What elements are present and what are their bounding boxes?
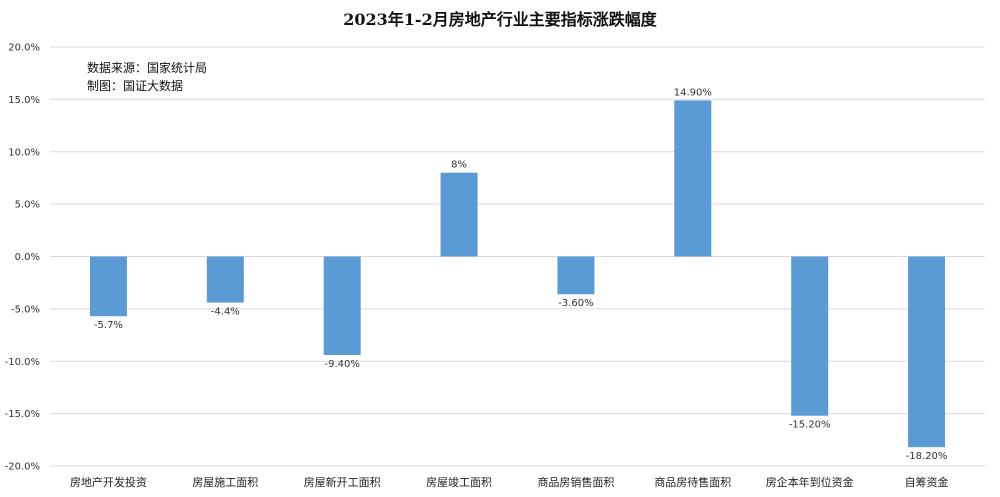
source-note: 数据来源：国家统计局 bbox=[87, 60, 207, 75]
bar bbox=[791, 256, 829, 416]
data-label: -15.20% bbox=[789, 420, 831, 431]
y-axis-ticks: 20.0% 15.0% 10.0% 5.0% 0.0% -5.0% -10.0% -15.0%… bbox=[5, 43, 40, 473]
category-label: 商品房销售面积 bbox=[537, 475, 614, 489]
y-tick-label: 10.0% bbox=[8, 147, 40, 158]
credit-note: 制图：国证大数据 bbox=[87, 78, 183, 93]
bar bbox=[674, 100, 712, 257]
data-label: -18.20% bbox=[906, 451, 948, 462]
bars bbox=[89, 100, 946, 448]
category-label: 自筹资金 bbox=[905, 475, 949, 489]
y-tick-label: 20.0% bbox=[8, 43, 40, 54]
category-label: 房地产开发投资 bbox=[70, 475, 147, 489]
y-tick-label: -5.0% bbox=[11, 304, 40, 315]
y-tick-label: -15.0% bbox=[5, 409, 40, 420]
bar bbox=[89, 256, 127, 317]
data-label: -5.7% bbox=[94, 320, 123, 331]
y-tick-label: 0.0% bbox=[15, 252, 40, 263]
category-label: 房屋施工面积 bbox=[192, 476, 258, 489]
bar bbox=[557, 256, 595, 295]
gridlines bbox=[50, 46, 985, 467]
data-labels: -5.7% -4.4% -9.40% 8% -3.60% 14.90% -15.20% -18… bbox=[94, 87, 948, 462]
bar bbox=[323, 256, 361, 355]
category-label: 商品房待售面积 bbox=[654, 475, 731, 489]
bar bbox=[440, 172, 478, 257]
y-tick-label: 5.0% bbox=[15, 200, 40, 211]
category-label: 房企本年到位资金 bbox=[766, 475, 854, 489]
data-label: -9.40% bbox=[324, 359, 359, 370]
category-label: 房屋竣工面积 bbox=[426, 475, 492, 489]
bar bbox=[908, 256, 946, 448]
y-tick-label: -10.0% bbox=[5, 357, 40, 368]
chart-title: 2023年1-2月房地产行业主要指标涨跌幅度 bbox=[343, 10, 657, 29]
bar bbox=[206, 256, 244, 303]
data-label: -4.4% bbox=[211, 307, 240, 318]
data-label: -3.60% bbox=[558, 298, 593, 309]
x-axis-categories: 房地产开发投资 房屋施工面积 房屋新开工面积 房屋竣工面积 商品房销售面积 商品房待售面积… bbox=[70, 475, 949, 489]
y-tick-label: -20.0% bbox=[5, 462, 40, 473]
data-label: 8% bbox=[451, 160, 467, 171]
category-label: 房屋新开工面积 bbox=[304, 475, 381, 489]
y-tick-label: 15.0% bbox=[8, 95, 40, 106]
data-label: 14.90% bbox=[674, 87, 712, 98]
